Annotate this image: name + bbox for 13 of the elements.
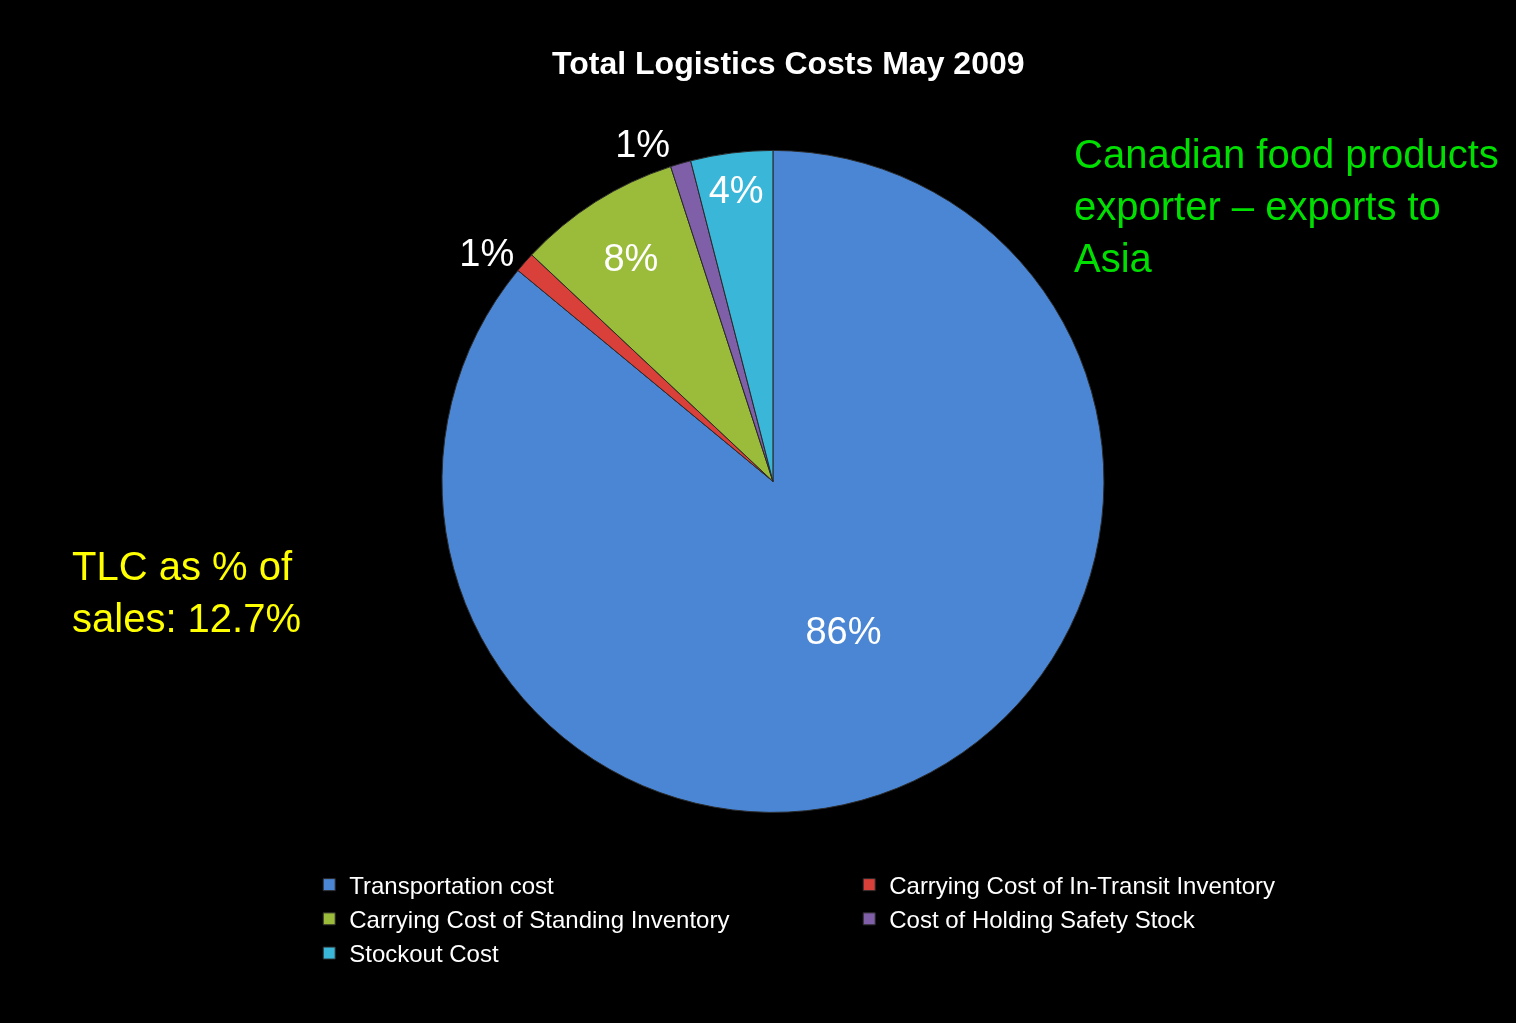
data-label: 86% bbox=[805, 610, 882, 653]
data-label: 1% bbox=[459, 232, 515, 275]
legend-label: Stockout Cost bbox=[349, 940, 499, 968]
data-label: 4% bbox=[708, 168, 764, 211]
text: TLC as % of sales: 12.7% bbox=[72, 544, 302, 640]
legend-label: Cost of Holding Safety Stock bbox=[889, 906, 1196, 934]
legend-label: Carrying Cost of In-Transit Inventory bbox=[889, 872, 1276, 900]
text: Canadian food products exporter – exports to Asia bbox=[1074, 132, 1499, 280]
legend-label: Transportation cost bbox=[349, 872, 555, 900]
data-label: 8% bbox=[603, 236, 659, 279]
data-label: 1% bbox=[615, 123, 671, 166]
legend-label: Carrying Cost of Standing Inventory bbox=[349, 906, 730, 934]
chart-title: Total Logistics Costs May 2009 bbox=[552, 44, 1025, 81]
